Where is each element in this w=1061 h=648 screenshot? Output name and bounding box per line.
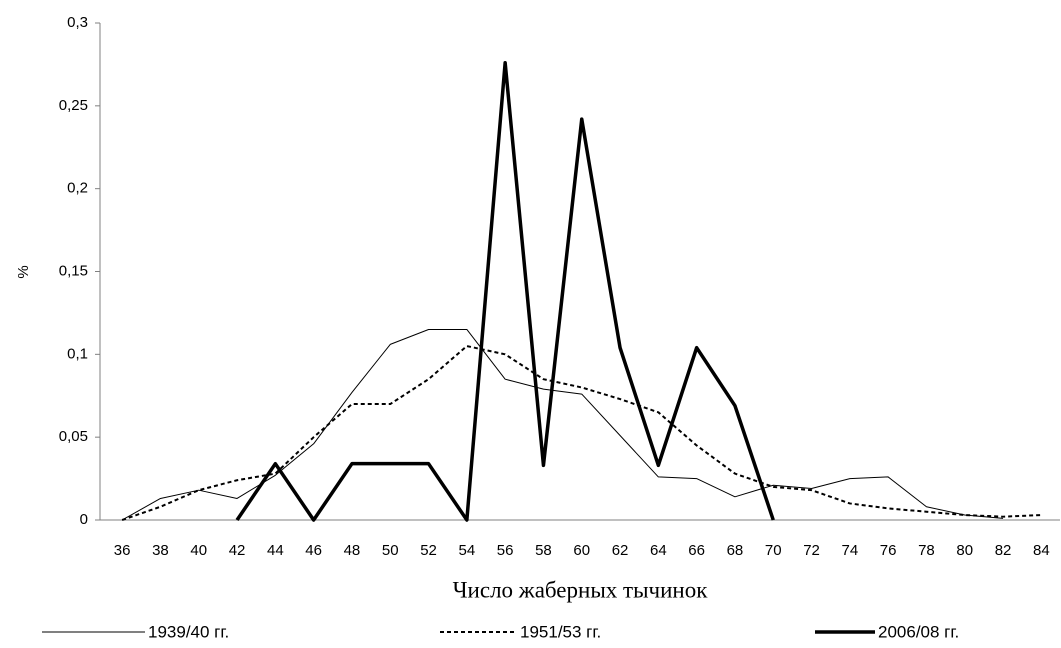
x-tick-label: 72 (803, 542, 820, 559)
x-tick-label: 38 (152, 542, 169, 559)
x-tick-label: 76 (880, 542, 897, 559)
x-tick-label: 56 (497, 542, 514, 559)
x-tick-label: 60 (573, 542, 590, 559)
x-tick-label: 46 (305, 542, 322, 559)
x-tick-label: 48 (344, 542, 361, 559)
y-tick-label: 0,05 (59, 428, 88, 445)
legend-label: 2006/08 гг. (878, 622, 959, 641)
y-axis-label: % (15, 265, 32, 278)
x-tick-label: 58 (535, 542, 552, 559)
x-axis-label: Число жаберных тычинок (453, 577, 709, 602)
x-tick-label: 74 (842, 542, 859, 559)
x-tick-label: 78 (918, 542, 935, 559)
x-tick-label: 50 (382, 542, 399, 559)
y-tick-label: 0,3 (67, 14, 88, 31)
x-tick-label: 84 (1033, 542, 1050, 559)
legend-label: 1939/40 гг. (148, 622, 229, 641)
x-tick-label: 64 (650, 542, 667, 559)
y-tick-label: 0,1 (67, 345, 88, 362)
series-line (121, 328, 1004, 521)
x-tick-label: 80 (956, 542, 973, 559)
x-tick-label: 40 (190, 542, 207, 559)
x-tick-label: 62 (612, 542, 629, 559)
x-tick-label: 54 (459, 542, 476, 559)
x-tick-label: 52 (420, 542, 437, 559)
y-tick-label: 0 (80, 511, 88, 528)
x-tick-label: 82 (995, 542, 1012, 559)
series-line (235, 61, 775, 522)
x-tick-label: 68 (727, 542, 744, 559)
y-tick-label: 0,15 (59, 262, 88, 279)
x-tick-label: 70 (765, 542, 782, 559)
y-tick-label: 0,2 (67, 180, 88, 197)
x-tick-label: 44 (267, 542, 284, 559)
y-tick-label: 0,25 (59, 97, 88, 114)
x-tick-label: 36 (114, 542, 131, 559)
series-line (121, 345, 1042, 521)
legend-label: 1951/53 гг. (520, 622, 601, 641)
x-tick-label: 42 (229, 542, 246, 559)
x-tick-label: 66 (688, 542, 705, 559)
